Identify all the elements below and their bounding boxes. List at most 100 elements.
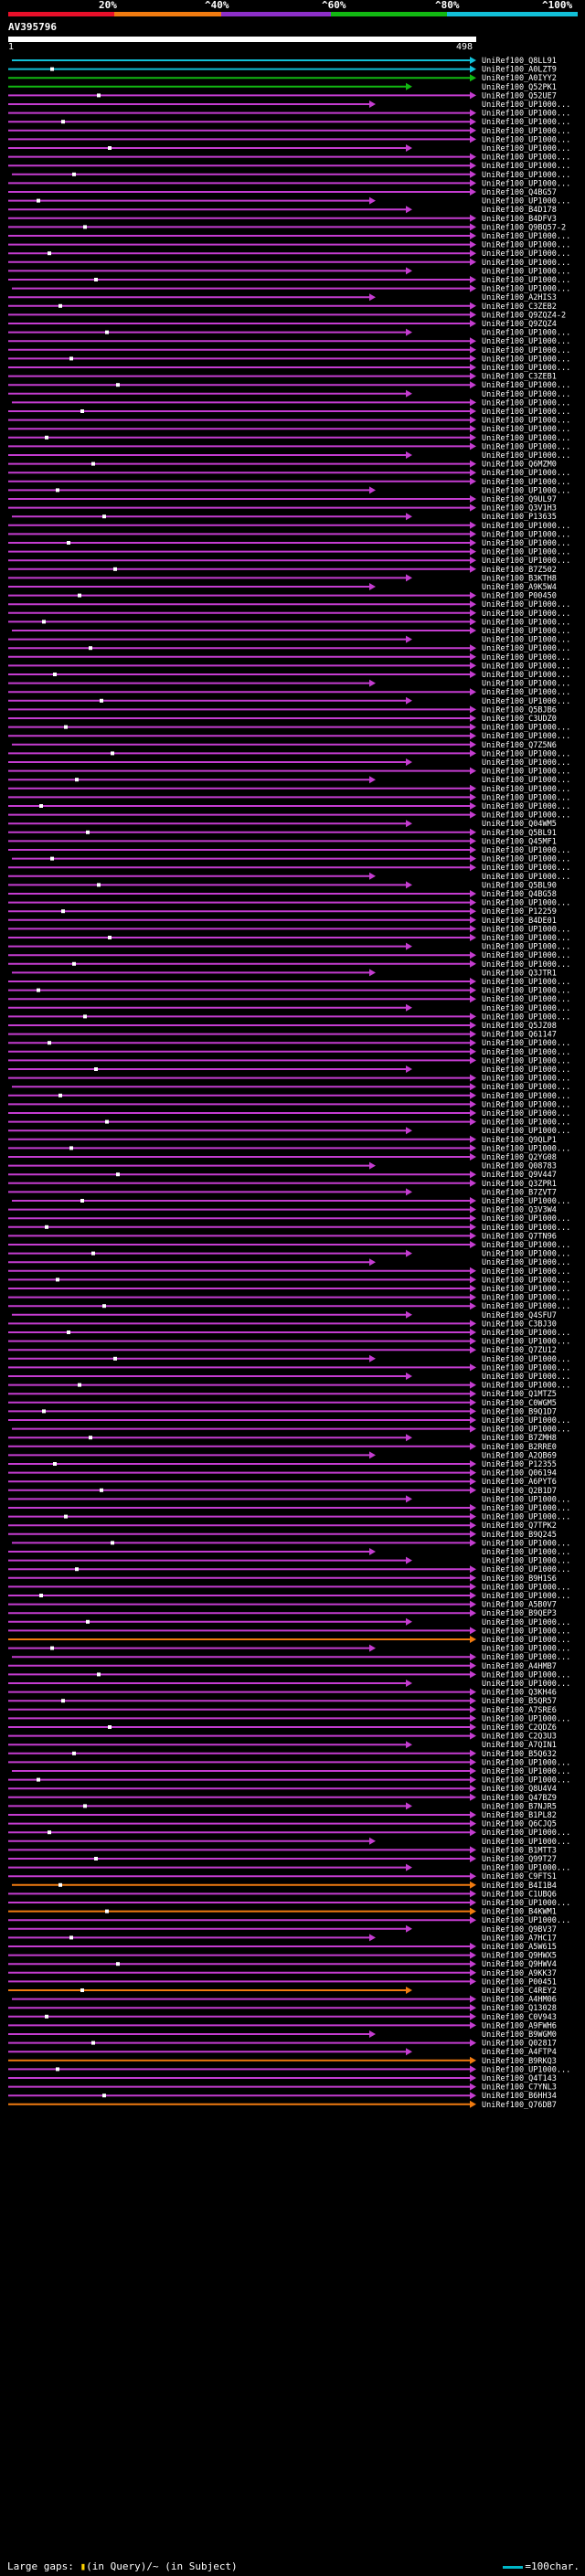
hit-label: UniRef100_UP1000...	[482, 1329, 570, 1338]
gap-marker	[86, 830, 90, 834]
hit-label: UniRef100_UP1000...	[482, 285, 570, 294]
hit-label: UniRef100_A7QIN1	[482, 1741, 557, 1750]
hit-label: UniRef100_UP1000...	[482, 793, 570, 802]
hit-label: UniRef100_UP1000...	[482, 1004, 570, 1013]
hit-arrow	[470, 2092, 476, 2100]
hit-label: UniRef100_Q7ZU12	[482, 1346, 557, 1355]
query-name: AV395796	[8, 21, 57, 33]
hit-label: UniRef100_UP1000...	[482, 425, 570, 434]
hit-arrow	[470, 1670, 476, 1679]
hit-label: UniRef100_UP1000...	[482, 1557, 570, 1566]
hit-arrow	[470, 1872, 476, 1881]
hit-arrow	[406, 1188, 412, 1196]
gap-marker	[83, 225, 87, 229]
hit-label: UniRef100_UP1000...	[482, 557, 570, 566]
hit-arrow	[406, 1680, 412, 1687]
hit-label: UniRef100_Q08783	[482, 1162, 557, 1171]
hit-label: UniRef100_B9QEP3	[482, 1609, 557, 1618]
hit-arrow	[470, 1592, 476, 1599]
hit-label: UniRef100_UP1000...	[482, 1565, 570, 1574]
hit-arrow	[470, 1197, 476, 1204]
gap-marker	[113, 567, 117, 571]
hit-label: UniRef100_UP1000...	[482, 1627, 570, 1636]
hit-arrow	[470, 1223, 476, 1231]
gap-marker	[58, 1882, 62, 1887]
hit-label: UniRef100_UP1000...	[482, 951, 570, 960]
gap-marker	[91, 2041, 95, 2045]
hit-arrow	[406, 513, 412, 521]
gap-marker	[116, 1962, 120, 1966]
hit-arrow	[369, 101, 376, 108]
hit-label: UniRef100_UP1000...	[482, 1714, 570, 1723]
hit-label: UniRef100_UP1000...	[482, 1075, 570, 1084]
hit-arrow	[470, 320, 476, 327]
hit-arrow	[470, 547, 476, 556]
hit-label: UniRef100_UP1000...	[482, 548, 570, 557]
hit-arrow	[470, 162, 476, 170]
hit-arrow	[470, 311, 476, 319]
hit-label: UniRef100_UP1000...	[482, 154, 570, 163]
hit-arrow	[369, 872, 376, 880]
gap-marker	[72, 961, 76, 966]
hit-label: UniRef100_UP1000...	[482, 267, 570, 276]
hit-label: UniRef100_Q45MF1	[482, 837, 557, 846]
hit-arrow	[369, 1451, 376, 1459]
hit-arrow	[470, 890, 476, 897]
hit-label: UniRef100_Q9BQ57-2	[482, 223, 566, 232]
gap-marker	[56, 488, 59, 493]
hit-label: UniRef100_UP1000...	[482, 1012, 570, 1022]
hit-label: UniRef100_A4FTP4	[482, 2048, 557, 2057]
hit-label: UniRef100_Q9V447	[482, 1171, 557, 1180]
hit-arrow	[470, 240, 476, 249]
hit-arrow	[470, 2056, 476, 2064]
hit-label: UniRef100_UP1000...	[482, 644, 570, 653]
hit-label: UniRef100_B5QR57	[482, 1697, 557, 1706]
hit-arrow	[470, 249, 476, 258]
hit-label: UniRef100_UP1000...	[482, 1653, 570, 1662]
hit-arrow	[470, 688, 476, 696]
hit-label: UniRef100_UP1000...	[482, 118, 570, 127]
gap-marker	[97, 1672, 101, 1677]
hit-arrow	[406, 1924, 412, 1933]
gap-marker	[102, 514, 106, 519]
hit-label: UniRef100_UP1000...	[482, 1363, 570, 1373]
hit-label: UniRef100_Q3KH46	[482, 1689, 557, 1698]
hit-arrow	[470, 1039, 476, 1047]
hit-label: UniRef100_Q13028	[482, 2004, 557, 2013]
hit-label: UniRef100_UP1000...	[482, 1539, 570, 1548]
hit-arrow	[470, 1705, 476, 1713]
hit-arrow	[406, 1249, 412, 1257]
hit-label: UniRef100_UP1000...	[482, 899, 570, 908]
hit-arrow	[470, 557, 476, 565]
hit-label: UniRef100_UP1000...	[482, 1829, 570, 1838]
hit-label: UniRef100_Q4T143	[482, 2074, 557, 2083]
hit-label: UniRef100_P12355	[482, 1460, 557, 1469]
hit-arrow	[369, 1548, 376, 1555]
hit-label: UniRef100_A9K5W4	[482, 583, 557, 592]
hit-label: UniRef100_A7SRE6	[482, 1706, 557, 1715]
hit-label: UniRef100_UP1000...	[482, 1583, 570, 1592]
hit-label: UniRef100_UP1000...	[482, 1899, 570, 1908]
hit-arrow	[470, 1995, 476, 2003]
hit-label: UniRef100_B9WGM0	[482, 2030, 557, 2040]
hit-arrow	[470, 1653, 476, 1661]
hit-label: UniRef100_UP1000...	[482, 135, 570, 144]
hit-label: UniRef100_UP1000...	[482, 539, 570, 548]
hit-arrow	[470, 1276, 476, 1284]
hit-label: UniRef100_UP1000...	[482, 680, 570, 689]
hit-arrow	[470, 1714, 476, 1723]
gap-marker	[53, 673, 57, 676]
hit-label: UniRef100_P00450	[482, 592, 557, 601]
hit-arrow	[406, 1802, 412, 1810]
hit-arrow	[470, 1793, 476, 1801]
hit-arrow	[470, 1758, 476, 1766]
gap-marker	[37, 988, 40, 992]
hit-label: UniRef100_UP1000...	[482, 486, 570, 495]
hit-arrow	[470, 477, 476, 485]
hit-arrow	[470, 1135, 476, 1143]
gap-marker	[108, 936, 112, 939]
hit-label: UniRef100_C1UBQ6	[482, 1890, 557, 1899]
gap-marker	[108, 146, 112, 150]
hit-label: UniRef100_P12259	[482, 907, 557, 917]
scale-bar-60	[221, 12, 331, 16]
